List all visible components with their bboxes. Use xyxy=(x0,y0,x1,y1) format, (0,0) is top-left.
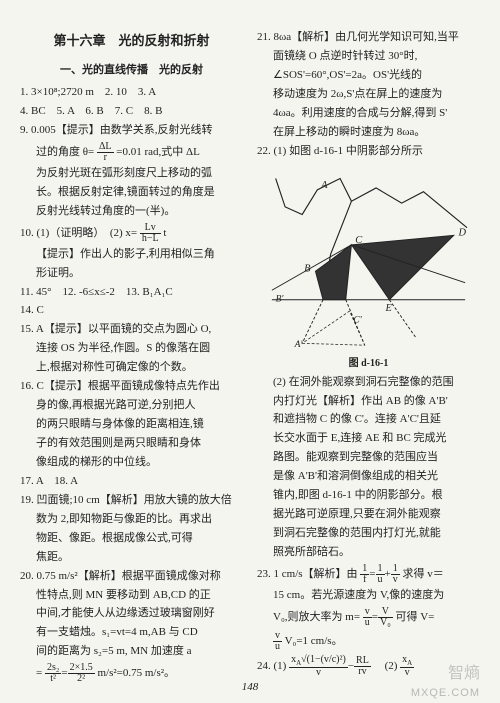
item-23: 23. 1 cm/s【解析】由 1f=1u+1v 求得 v＝ xyxy=(257,564,480,585)
item-19-b: 数为 2,即知物距与像距的比。再求出 xyxy=(36,512,243,528)
svg-text:D: D xyxy=(458,227,467,238)
frac-24-3: xAv xyxy=(400,655,414,678)
item-9-line2: 过的角度 θ= ΔLr =0.01 rad,式中 ΔL xyxy=(36,142,243,163)
svg-text:C': C' xyxy=(353,315,362,325)
frac-23-1: 1f xyxy=(360,564,369,585)
item-9-c: =0.01 rad,式中 ΔL xyxy=(116,146,200,158)
right-column: 21. 8ωa【解析】由几何光学知识可知,当平 面镜绕 O 点逆时针转过 30°… xyxy=(257,30,480,687)
item-9-b: 过的角度 θ= xyxy=(36,146,94,158)
frac-24-1: xA√(1−(v/c)²)v xyxy=(289,655,348,678)
item-23-a: 23. 1 cm/s【解析】由 xyxy=(257,568,358,580)
watermark-logo: 智熵 xyxy=(448,659,480,683)
item-10-a: 10. (1)（证明略） (2) x= xyxy=(20,227,137,239)
frac-23-6: vu xyxy=(273,631,282,652)
item-19-c: 物距、像距。根据成像公式,可得 xyxy=(36,531,243,547)
section-title-1: 一、光的直线传播 光的反射 xyxy=(20,61,243,77)
item-9-f: 反射光线转过角度的一(半)。 xyxy=(36,204,243,220)
item-23-f-line: vu V₀=1 cm/s。 xyxy=(273,631,480,652)
item-23-d: V₀,则放大率为 m= xyxy=(273,611,360,623)
item-1: 1. 3×10⁸;2720 m 2. 10 3. A xyxy=(20,85,243,101)
item-20-g: m/s²=0.75 m/s²。 xyxy=(97,667,175,679)
item-11: 11. 45° 12. -6≤x≤-2 13. B₁A₁C xyxy=(20,285,243,301)
frac-23-4: vu xyxy=(363,607,372,628)
item-22-c: 内打灯光【解析】作出 AB 的像 A'B' xyxy=(273,394,480,410)
item-9: 9. 0.005【提示】由数学关系,反射光线转 xyxy=(20,123,243,139)
item-24-b: (2) xyxy=(385,660,398,672)
item-21-a: 21. 8ωa【解析】由几何光学知识可知,当平 xyxy=(257,30,480,46)
frac-23-5: VV₀ xyxy=(378,607,393,628)
frac-23-3: 1v xyxy=(391,564,400,585)
item-16-b: 身的像,再根据光路可逆,分别把人 xyxy=(36,398,243,414)
item-9-d: 为反射光斑在弧形刻度尺上移动的弧 xyxy=(36,166,243,182)
frac-dl-r: ΔLr xyxy=(97,142,114,163)
svg-text:C: C xyxy=(355,234,363,245)
item-15-b: 连接 OS 为半径,作圆。S 的像落在圆 xyxy=(36,341,243,357)
svg-text:E: E xyxy=(385,303,393,314)
item-10-c: 【提示】作出人的影子,利用相似三角 xyxy=(36,247,243,263)
item-23-b: 求得 v＝ xyxy=(402,568,443,580)
item-4: 4. BC 5. A 6. B 7. C 8. B xyxy=(20,104,243,120)
svg-text:A': A' xyxy=(294,340,304,349)
chapter-title: 第十六章 光的反射和折射 xyxy=(20,30,243,49)
item-21-c: ∠SOS'=60°,OS'=2a。OS'光线的 xyxy=(273,68,480,84)
item-17: 17. A 18. A xyxy=(20,474,243,490)
frac-lv: Lvh−L xyxy=(140,223,161,244)
item-24-a: 24. (1) xyxy=(257,660,286,672)
item-10-b: t xyxy=(163,227,166,239)
item-21-d: 移动速度为 2ω,S'点在屏上的速度为 xyxy=(273,87,480,103)
item-22-k: 照亮所部碚石。 xyxy=(273,545,480,561)
item-23-c: 15 cm。若光源速度为 V,像的速度为 xyxy=(273,588,480,604)
frac-23-2: 1u xyxy=(376,564,385,585)
svg-text:B': B' xyxy=(276,294,285,304)
item-22-b: (2) 在洞外能观察到洞石完整像的范围 xyxy=(273,375,480,391)
item-22-f: 路图。能观察到完整像的范围应当 xyxy=(273,450,480,466)
item-16-e: 像组成的梯形的中位线。 xyxy=(36,455,243,471)
watermark-url: MXQE.COM xyxy=(411,687,480,699)
frac-24-2: RLrv xyxy=(354,656,371,677)
item-19-a: 19. 凹面镜;10 cm【解析】用放大镜的放大倍 xyxy=(20,493,243,509)
item-10-d: 形证明。 xyxy=(36,266,243,282)
item-22-e: 长交水面于 E,连接 AE 和 BC 完成光 xyxy=(273,431,480,447)
optics-diagram: A B C D E A' B' C' xyxy=(257,169,480,349)
item-21-b: 面镜绕 O 点逆时针转过 30°时, xyxy=(273,49,480,65)
left-column: 第十六章 光的反射和折射 一、光的直线传播 光的反射 1. 3×10⁸;2720… xyxy=(20,30,243,687)
item-16-c: 的两只眼睛与身体像的距离相连,镜 xyxy=(36,417,243,433)
item-14: 14. C xyxy=(20,303,243,319)
item-20-f: = xyxy=(36,667,42,679)
item-10: 10. (1)（证明略） (2) x= Lvh−L t xyxy=(20,223,243,244)
item-20-d: 有一支蜡烛。s₁=vt=4 m,AB 与 CD xyxy=(36,625,243,641)
figure-caption: 图 d-16-1 xyxy=(257,354,480,369)
item-20-b: 性特点,则 MN 要移动到 AB,CD 的正 xyxy=(36,588,243,604)
item-22-d: 和遮挡物 C 的像 C'。连接 A'C'且延 xyxy=(273,412,480,428)
item-23-d-line: V₀,则放大率为 m= vu=VV₀ 可得 V= xyxy=(273,607,480,628)
item-23-e: 可得 V= xyxy=(395,611,434,623)
item-22-g: 是像 A'B'和溶洞倒像组成的相关光 xyxy=(273,469,480,485)
item-20-c: 中间,才能使人从边缘透过玻璃窗刚好 xyxy=(36,606,243,622)
item-9-a: 9. 0.005【提示】由数学关系,反射光线转 xyxy=(20,124,213,136)
svg-text:A: A xyxy=(320,180,328,191)
item-24: 24. (1) xA√(1−(v/c)²)v−RLrv (2) xAv xyxy=(257,655,480,678)
item-21-e: 4ωa。利用速度的合成与分解,得到 S' xyxy=(273,106,480,122)
item-20-e: 间的距离为 s₂=5 m, MN 加速度 a xyxy=(36,644,243,660)
item-9-e: 长。根据反射定律,镜面转过的角度是 xyxy=(36,185,243,201)
item-16-d: 子的有效范围则是两只眼睛和身体 xyxy=(36,436,243,452)
item-22-i: 据光路可逆原理,只要在洞外能观察 xyxy=(273,507,480,523)
item-15-c: 上,根据对称性可确定像的个数。 xyxy=(36,360,243,376)
item-16-a: 16. C【提示】根据平面镜成像特点先作出 xyxy=(20,379,243,395)
item-22-j: 到洞石完整像的范围内打灯光,就能 xyxy=(273,526,480,542)
item-22-h: 锥内,即图 d-16-1 中的阴影部分。根 xyxy=(273,488,480,504)
item-23-f: V₀=1 cm/s。 xyxy=(285,635,343,647)
item-15-a: 15. A【提示】以平面镜的交点为圆心 O, xyxy=(20,322,243,338)
svg-text:B: B xyxy=(304,263,311,274)
item-22-a: 22. (1) 如图 d-16-1 中阴影部分所示 xyxy=(257,144,480,160)
item-19-d: 焦距。 xyxy=(36,550,243,566)
item-21-f: 在屏上移动的瞬时速度为 8ωa。 xyxy=(273,125,480,141)
item-20-a: 20. 0.75 m/s²【解析】根据平面镜成像对称 xyxy=(20,569,243,585)
